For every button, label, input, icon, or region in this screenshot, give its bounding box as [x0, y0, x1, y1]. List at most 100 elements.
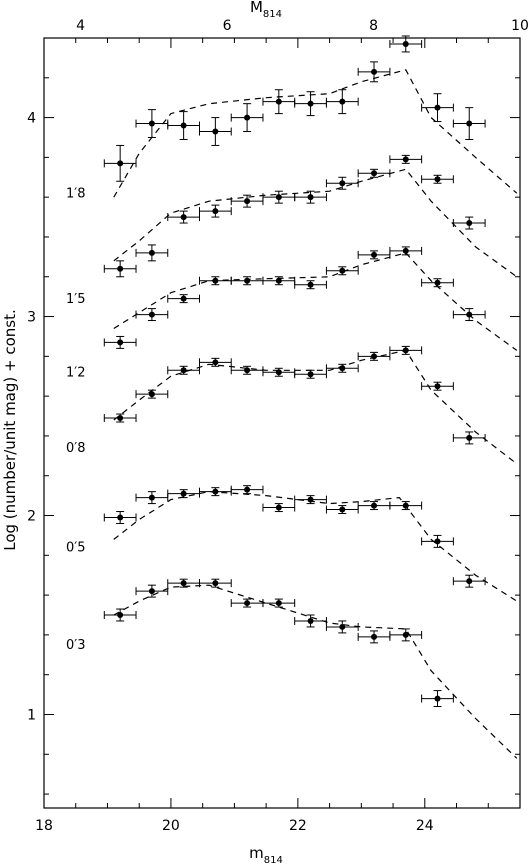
point-marker	[466, 578, 473, 585]
data-point	[357, 168, 391, 178]
data-point	[325, 89, 359, 115]
point-marker	[307, 617, 314, 624]
point-marker	[180, 122, 187, 129]
point-marker	[244, 114, 251, 121]
point-marker	[466, 311, 473, 318]
point-marker	[244, 277, 251, 284]
data-point	[452, 574, 486, 588]
top-axis-title: M814	[250, 0, 282, 20]
data-point	[103, 335, 137, 349]
point-marker	[434, 383, 441, 390]
data-point	[230, 276, 264, 286]
point-marker	[275, 98, 282, 105]
data-point	[357, 630, 391, 644]
model-curve-0.5	[113, 490, 518, 602]
point-marker	[148, 249, 155, 256]
data-point	[421, 278, 454, 288]
data-points	[103, 35, 486, 708]
data-point	[294, 369, 327, 379]
data-point	[357, 351, 391, 361]
data-point	[294, 91, 327, 117]
data-point	[103, 608, 137, 622]
top-tick-label: 6	[223, 18, 232, 34]
data-point	[262, 503, 296, 513]
point-marker	[371, 68, 378, 75]
data-point	[167, 489, 200, 499]
data-point	[421, 381, 454, 391]
point-marker	[339, 506, 346, 513]
series-label-0.5: 0′5	[66, 541, 86, 556]
point-marker	[402, 247, 409, 254]
data-point	[167, 365, 200, 375]
series-labels: 1′8 1′5 1′2 0′8 0′5 0′3	[66, 186, 86, 653]
data-point	[262, 367, 296, 377]
data-point	[103, 144, 137, 182]
data-point	[389, 628, 423, 642]
y-tick-label: 4	[27, 111, 36, 127]
data-point	[135, 308, 169, 322]
point-marker	[371, 353, 378, 360]
data-point	[262, 598, 296, 608]
data-point	[389, 501, 423, 511]
data-point	[452, 431, 486, 445]
data-point	[198, 276, 232, 286]
point-marker	[402, 40, 409, 47]
point-marker	[148, 588, 155, 595]
point-marker	[402, 347, 409, 354]
data-point	[389, 35, 423, 53]
data-point	[294, 614, 327, 628]
point-marker	[434, 176, 441, 183]
point-marker	[402, 631, 409, 638]
data-point	[325, 176, 359, 190]
data-point	[135, 389, 169, 399]
data-point	[230, 485, 264, 495]
plot-frame	[43, 37, 521, 809]
data-point	[230, 365, 264, 375]
data-point	[452, 216, 486, 230]
point-marker	[148, 494, 155, 501]
data-point	[167, 294, 200, 304]
data-point	[389, 345, 423, 355]
data-point	[325, 363, 359, 373]
data-point	[103, 511, 137, 524]
point-marker	[371, 633, 378, 640]
data-point	[198, 117, 232, 146]
point-marker	[371, 502, 378, 509]
data-point	[294, 280, 327, 290]
point-marker	[117, 160, 124, 167]
point-marker	[371, 170, 378, 177]
point-marker	[212, 277, 219, 284]
data-point	[421, 93, 454, 123]
model-curve-1.8	[113, 69, 518, 198]
model-curve-1.2	[113, 252, 518, 351]
data-point	[421, 534, 454, 548]
x-tick-label: 18	[35, 818, 53, 834]
data-point	[389, 154, 423, 164]
point-marker	[275, 194, 282, 201]
point-marker	[180, 580, 187, 587]
point-marker	[402, 156, 409, 163]
data-point	[389, 246, 423, 256]
point-marker	[212, 488, 219, 495]
data-point	[103, 260, 137, 278]
y-tick-label: 3	[27, 310, 36, 326]
data-point	[262, 89, 296, 115]
data-point	[230, 598, 264, 608]
data-point	[135, 244, 169, 262]
series-label-0.3: 0′3	[66, 638, 86, 653]
data-point	[294, 495, 327, 505]
data-point	[421, 690, 454, 708]
point-marker	[307, 100, 314, 107]
data-point	[167, 210, 200, 224]
data-point	[230, 194, 264, 208]
x-tick-label: 22	[289, 818, 307, 834]
point-marker	[275, 369, 282, 376]
point-marker	[307, 371, 314, 378]
point-marker	[180, 214, 187, 221]
data-point	[357, 501, 391, 511]
point-marker	[148, 391, 155, 398]
data-point	[135, 491, 169, 505]
data-point	[135, 584, 169, 598]
point-marker	[339, 98, 346, 105]
data-point	[198, 578, 232, 588]
